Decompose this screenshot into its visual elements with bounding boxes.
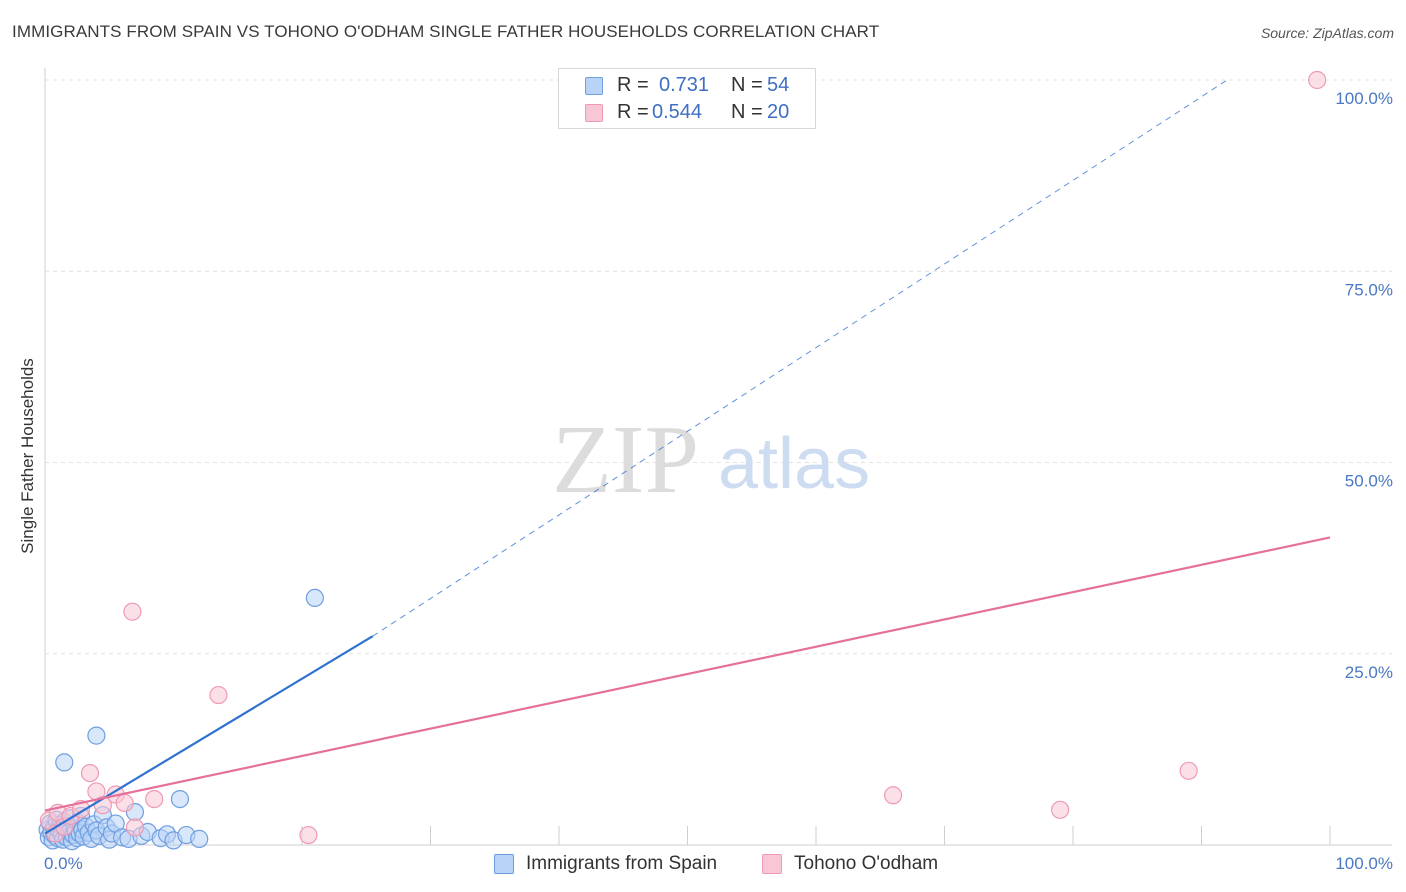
n-label: N =: [731, 101, 763, 123]
axis-ticks: 25.0% 50.0% 75.0% 100.0% 0.0% 100.0%: [44, 89, 1393, 873]
point-spain: [305, 588, 324, 608]
y-tick-label: 100.0%: [1335, 89, 1393, 108]
watermark-zip: ZIP: [552, 406, 699, 514]
point-spain: [170, 789, 190, 809]
trend-lines: [44, 79, 1331, 835]
legend-swatch-blue: [494, 854, 514, 874]
watermark-atlas: atlas: [718, 424, 870, 504]
point-tohono: [1308, 70, 1327, 90]
point-tohono: [145, 789, 164, 809]
point-tohono: [299, 825, 318, 845]
data-points: [38, 70, 1327, 851]
series-legend: Immigrants from Spain Tohono O'odham: [0, 850, 1406, 878]
point-tohono: [125, 818, 145, 837]
r-value: 0.544: [652, 101, 703, 123]
trend-spain-dashed: [372, 79, 1228, 637]
trend-tohono-solid: [44, 536, 1331, 812]
legend-swatch-blue: [585, 77, 603, 95]
n-value: 20: [767, 101, 790, 123]
x-tick-label: 0.0%: [44, 854, 83, 873]
chart-source: Source: ZipAtlas.com: [1260, 25, 1394, 41]
r-label: R =: [617, 101, 649, 123]
point-tohono: [123, 602, 142, 621]
y-tick-label: 75.0%: [1345, 280, 1393, 299]
stats-legend: R = 0.731 N = 54 R = 0.544 N = 20: [558, 68, 816, 129]
legend-label-tohono: Tohono O'odham: [794, 853, 939, 874]
point-tohono: [1179, 761, 1198, 780]
n-value: 54: [767, 74, 790, 96]
point-tohono: [1051, 800, 1070, 819]
trend-spain-solid: [44, 635, 374, 835]
r-label: R =: [617, 74, 649, 96]
point-tohono: [80, 763, 100, 783]
n-label: N =: [731, 74, 763, 96]
legend-label-spain: Immigrants from Spain: [526, 853, 718, 874]
r-value: 0.731: [659, 74, 710, 96]
watermark: ZIP atlas: [552, 406, 870, 514]
point-spain: [87, 726, 106, 745]
y-tick-label: 50.0%: [1345, 472, 1393, 491]
point-spain: [190, 829, 209, 848]
legend-swatch-pink: [585, 104, 603, 122]
point-tohono: [883, 786, 903, 805]
point-tohono: [209, 685, 228, 705]
chart-title: IMMIGRANTS FROM SPAIN VS TOHONO O'ODHAM …: [12, 22, 880, 41]
legend-swatch-pink: [762, 854, 782, 874]
x-tick-label: 100.0%: [1335, 854, 1393, 873]
y-tick-label: 25.0%: [1345, 663, 1393, 682]
point-tohono: [115, 793, 134, 813]
point-spain: [55, 753, 74, 772]
